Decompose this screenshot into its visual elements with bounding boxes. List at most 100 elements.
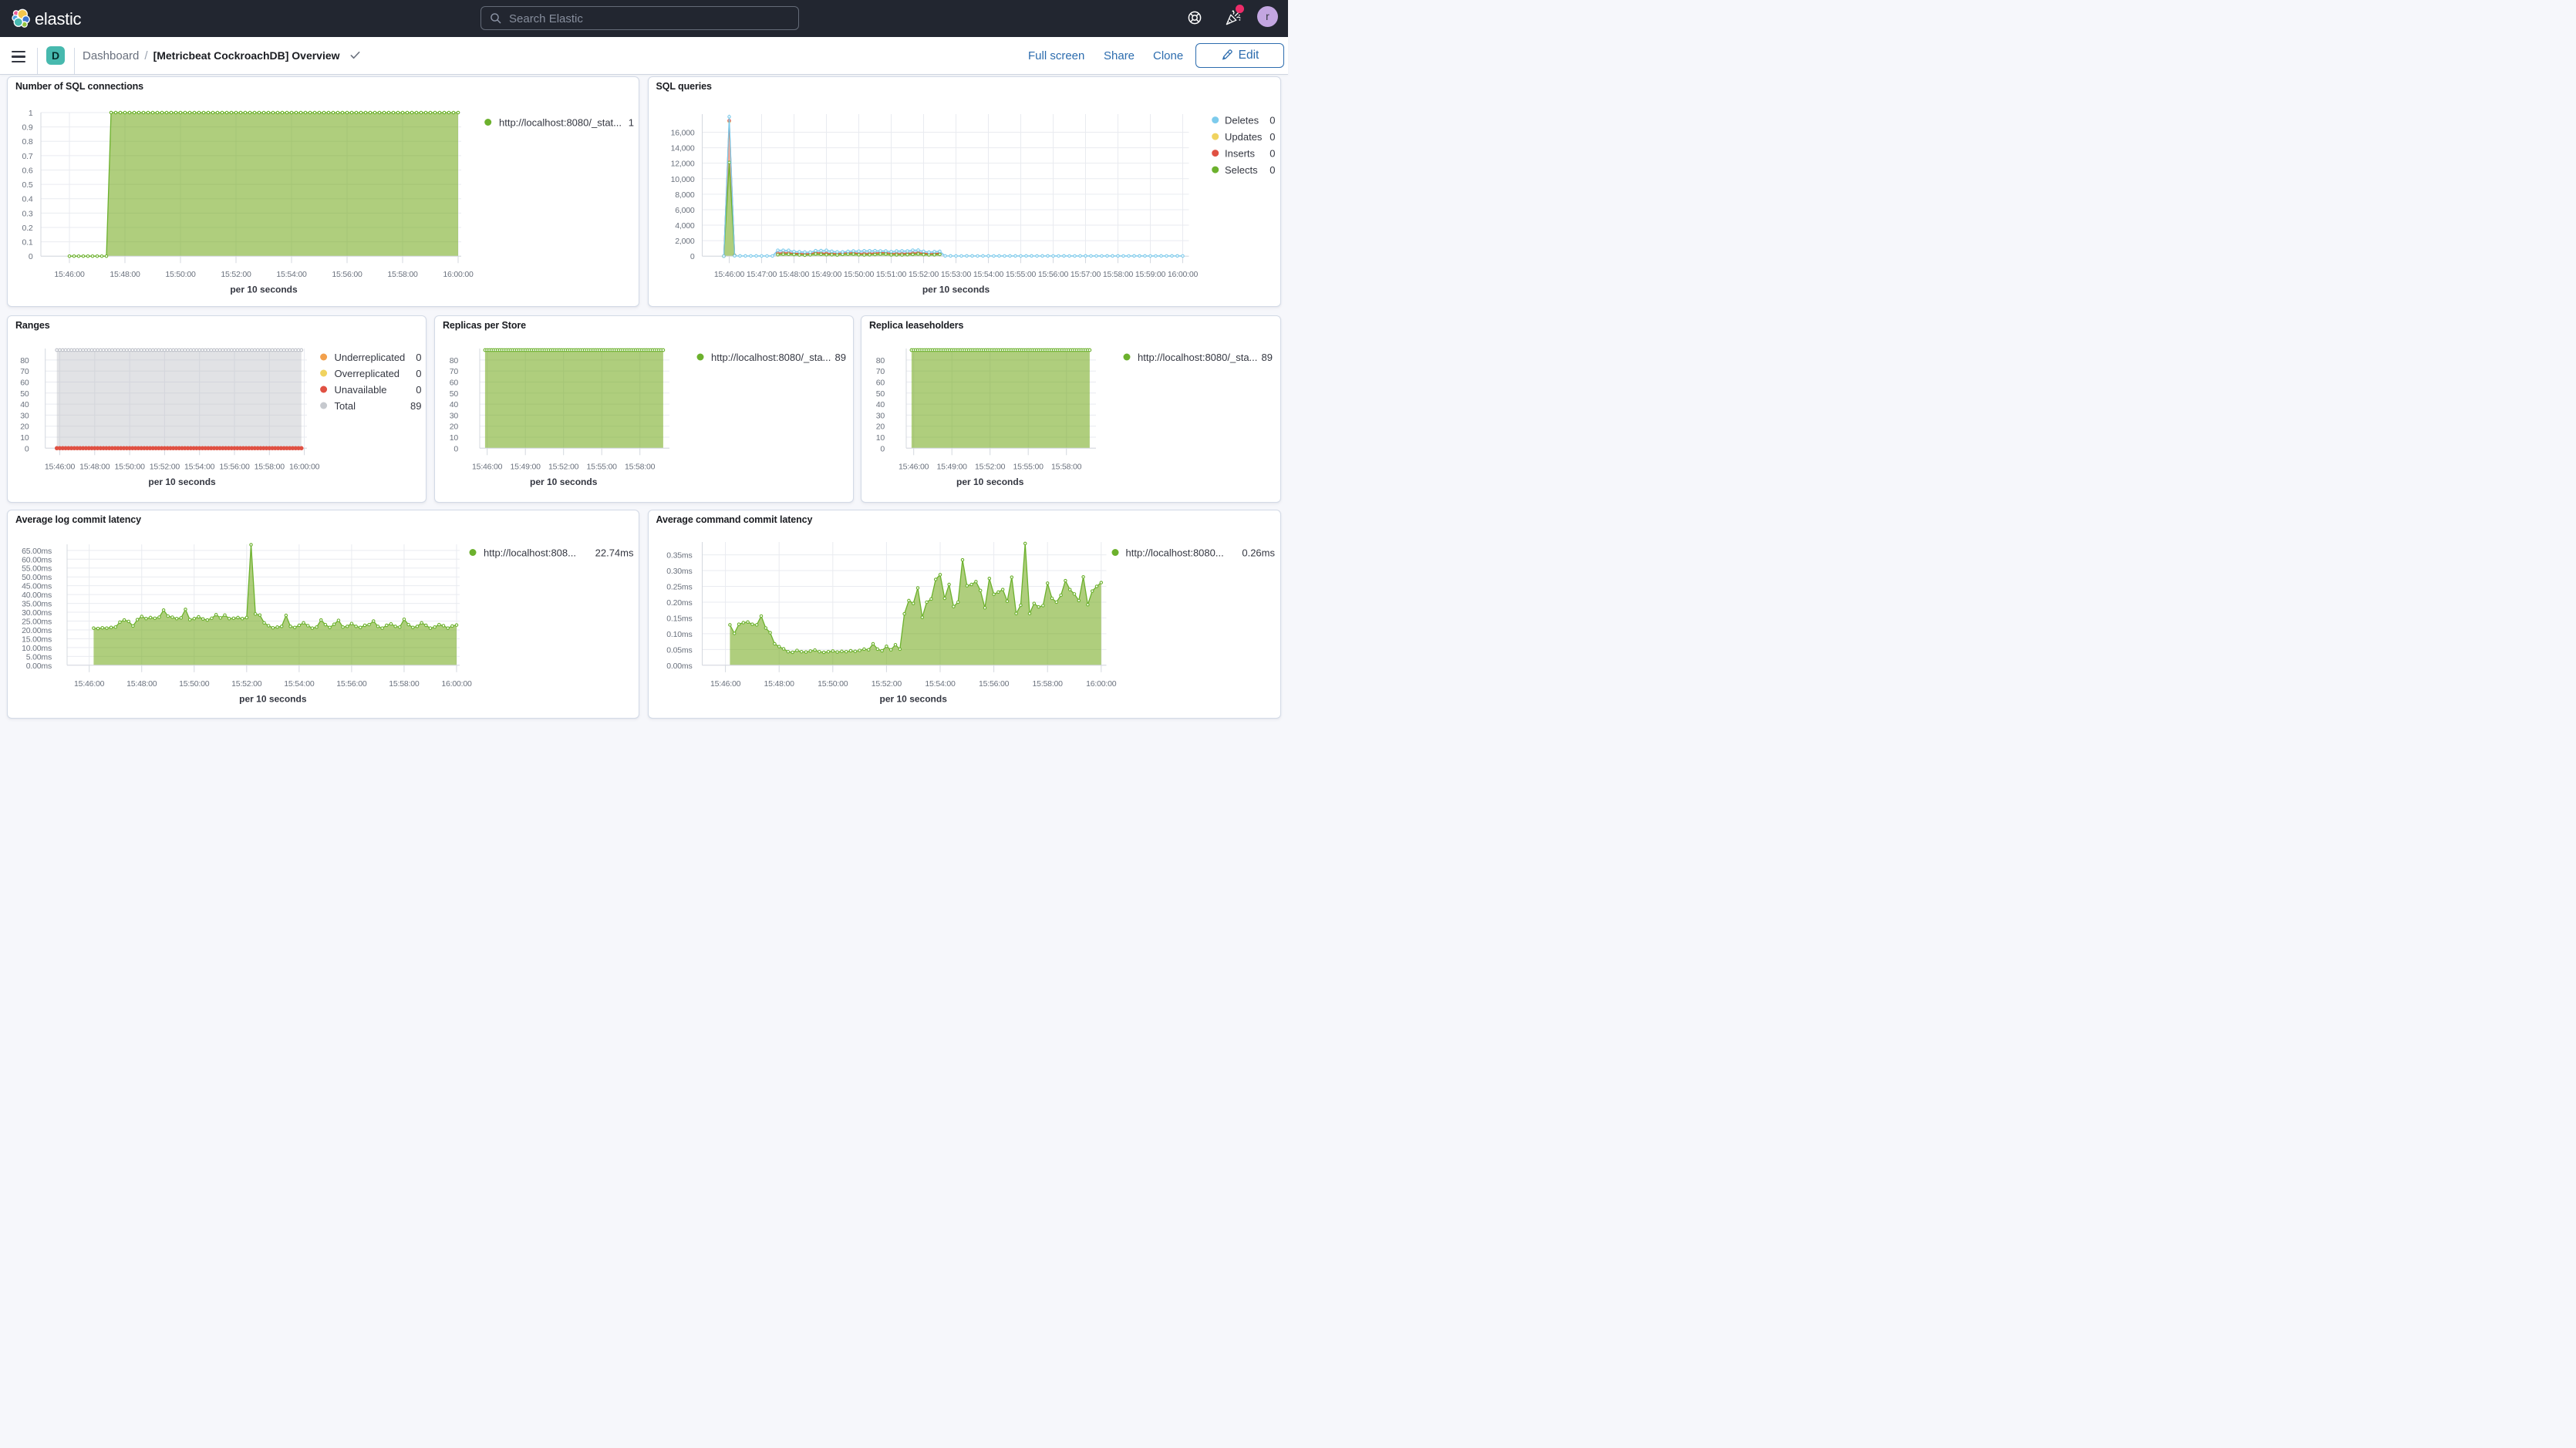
svg-text:12,000: 12,000 (670, 160, 694, 169)
svg-text:15:46:00: 15:46:00 (54, 270, 85, 279)
svg-text:50: 50 (450, 389, 459, 399)
svg-text:70: 70 (876, 367, 885, 376)
svg-text:15:54:00: 15:54:00 (276, 270, 307, 279)
svg-text:16,000: 16,000 (670, 129, 694, 138)
svg-text:15:46:00: 15:46:00 (710, 679, 740, 689)
svg-text:80: 80 (876, 356, 885, 365)
svg-text:35.00ms: 35.00ms (22, 600, 52, 609)
svg-text:per 10 seconds: per 10 seconds (148, 476, 216, 487)
svg-text:Unavailable: Unavailable (335, 384, 387, 396)
svg-text:0.4: 0.4 (22, 195, 33, 204)
svg-text:15:50:00: 15:50:00 (843, 270, 874, 279)
svg-text:per 10 seconds: per 10 seconds (879, 693, 947, 704)
svg-text:0: 0 (1269, 114, 1275, 126)
svg-text:60: 60 (876, 379, 885, 388)
svg-text:89: 89 (835, 352, 846, 363)
svg-text:per 10 seconds: per 10 seconds (239, 693, 307, 704)
svg-text:15:48:00: 15:48:00 (110, 270, 140, 279)
svg-text:15:50:00: 15:50:00 (114, 462, 145, 471)
svg-text:20: 20 (20, 423, 29, 432)
svg-text:0: 0 (416, 352, 421, 363)
svg-text:65.00ms: 65.00ms (22, 547, 52, 556)
svg-text:16:00:00: 16:00:00 (441, 679, 472, 689)
svg-text:55.00ms: 55.00ms (22, 564, 52, 574)
svg-text:Overreplicated: Overreplicated (335, 368, 400, 379)
svg-text:15:58:00: 15:58:00 (625, 462, 656, 471)
svg-text:15:56:00: 15:56:00 (219, 462, 250, 471)
svg-text:http://localhost:8080/_stat...: http://localhost:8080/_stat... (499, 116, 622, 128)
svg-text:40: 40 (876, 400, 885, 409)
svg-text:15:52:00: 15:52:00 (975, 462, 1006, 471)
svg-text:10: 10 (450, 433, 459, 443)
svg-text:15:46:00: 15:46:00 (472, 462, 503, 471)
svg-text:0: 0 (1269, 164, 1275, 176)
svg-text:50: 50 (876, 389, 885, 399)
svg-text:0.26ms: 0.26ms (1242, 547, 1275, 558)
svg-text:Total: Total (335, 400, 356, 412)
svg-text:15:58:00: 15:58:00 (1102, 270, 1133, 279)
svg-text:14,000: 14,000 (670, 144, 694, 153)
svg-text:4,000: 4,000 (675, 221, 695, 231)
svg-text:40: 40 (20, 400, 29, 409)
svg-text:20: 20 (876, 423, 885, 432)
svg-text:Selects: Selects (1225, 164, 1258, 176)
svg-text:16:00:00: 16:00:00 (1086, 679, 1117, 689)
svg-text:0: 0 (416, 384, 421, 396)
svg-text:15:58:00: 15:58:00 (255, 462, 285, 471)
svg-text:15:52:00: 15:52:00 (871, 679, 902, 689)
svg-text:15:53:00: 15:53:00 (940, 270, 971, 279)
svg-text:15:50:00: 15:50:00 (818, 679, 848, 689)
svg-text:0.05ms: 0.05ms (666, 645, 692, 655)
svg-text:16:00:00: 16:00:00 (1167, 270, 1198, 279)
svg-text:15:58:00: 15:58:00 (1051, 462, 1082, 471)
svg-text:15:50:00: 15:50:00 (165, 270, 196, 279)
svg-text:10,000: 10,000 (670, 175, 694, 184)
svg-text:0: 0 (1269, 147, 1275, 159)
svg-text:0.00ms: 0.00ms (666, 662, 692, 671)
svg-text:2,000: 2,000 (675, 237, 695, 246)
svg-text:15:49:00: 15:49:00 (937, 462, 968, 471)
svg-text:15:58:00: 15:58:00 (387, 270, 418, 279)
svg-text:0: 0 (1269, 131, 1275, 143)
svg-text:per 10 seconds: per 10 seconds (230, 285, 298, 295)
svg-text:Deletes: Deletes (1225, 114, 1259, 126)
svg-text:20.00ms: 20.00ms (22, 626, 52, 635)
svg-text:15:55:00: 15:55:00 (587, 462, 618, 471)
svg-text:15:48:00: 15:48:00 (126, 679, 157, 689)
svg-text:15.00ms: 15.00ms (22, 635, 52, 644)
svg-text:15:49:00: 15:49:00 (511, 462, 541, 471)
svg-text:15:51:00: 15:51:00 (875, 270, 906, 279)
svg-text:40: 40 (450, 400, 459, 409)
svg-text:0.6: 0.6 (22, 166, 33, 175)
svg-text:22.74ms: 22.74ms (595, 547, 634, 558)
svg-text:15:46:00: 15:46:00 (899, 462, 929, 471)
svg-text:0.25ms: 0.25ms (666, 583, 692, 592)
svg-text:Underreplicated: Underreplicated (335, 352, 406, 363)
svg-text:http://localhost:8080/_sta...: http://localhost:8080/_sta... (1138, 352, 1257, 363)
svg-text:15:58:00: 15:58:00 (1032, 679, 1063, 689)
svg-text:15:55:00: 15:55:00 (1013, 462, 1044, 471)
svg-text:Updates: Updates (1225, 131, 1263, 143)
svg-text:30: 30 (20, 411, 29, 420)
svg-text:25.00ms: 25.00ms (22, 618, 52, 627)
svg-text:60: 60 (20, 379, 29, 388)
svg-text:30: 30 (450, 411, 459, 420)
svg-text:60: 60 (450, 379, 459, 388)
svg-text:15:52:00: 15:52:00 (231, 679, 262, 689)
svg-text:60.00ms: 60.00ms (22, 555, 52, 564)
svg-text:15:47:00: 15:47:00 (746, 270, 777, 279)
svg-text:per 10 seconds: per 10 seconds (922, 285, 990, 295)
svg-text:6,000: 6,000 (675, 206, 695, 215)
svg-text:10: 10 (20, 433, 29, 443)
svg-text:89: 89 (1262, 352, 1273, 363)
svg-text:0: 0 (880, 444, 885, 453)
svg-text:0.30ms: 0.30ms (666, 567, 692, 576)
svg-text:15:54:00: 15:54:00 (973, 270, 1003, 279)
svg-text:15:48:00: 15:48:00 (778, 270, 809, 279)
svg-text:15:55:00: 15:55:00 (1005, 270, 1036, 279)
svg-text:15:48:00: 15:48:00 (764, 679, 794, 689)
svg-text:0: 0 (29, 252, 33, 261)
svg-text:15:48:00: 15:48:00 (79, 462, 110, 471)
svg-text:15:50:00: 15:50:00 (179, 679, 210, 689)
svg-text:0.1: 0.1 (22, 238, 33, 248)
